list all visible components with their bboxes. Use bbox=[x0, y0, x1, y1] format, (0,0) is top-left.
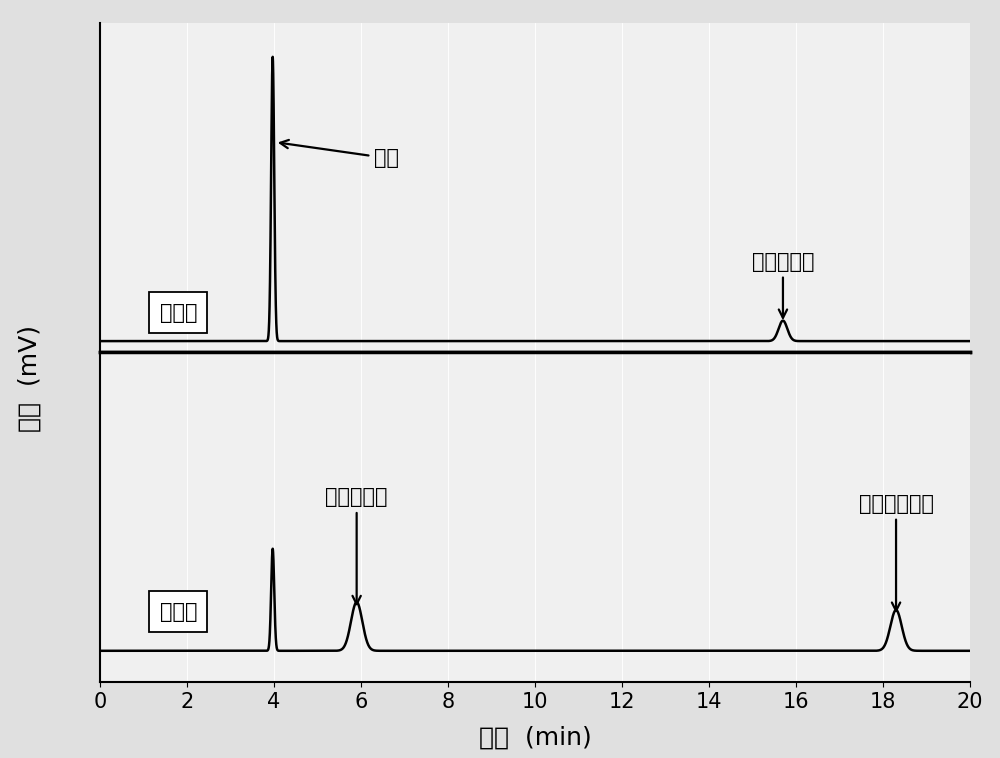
X-axis label: 时间  (min): 时间 (min) bbox=[479, 726, 591, 750]
Text: 氨基甲酸甲酯: 氨基甲酸甲酯 bbox=[859, 494, 934, 611]
Text: 反应前: 反应前 bbox=[160, 302, 197, 323]
Text: 草酸二甲酯: 草酸二甲酯 bbox=[752, 252, 814, 318]
Text: 信号  (mV): 信号 (mV) bbox=[18, 325, 42, 433]
Text: 甲醇: 甲醇 bbox=[280, 140, 399, 168]
Text: 反应后: 反应后 bbox=[160, 602, 197, 622]
Text: 碳酸二甲酯: 碳酸二甲酯 bbox=[325, 487, 388, 604]
